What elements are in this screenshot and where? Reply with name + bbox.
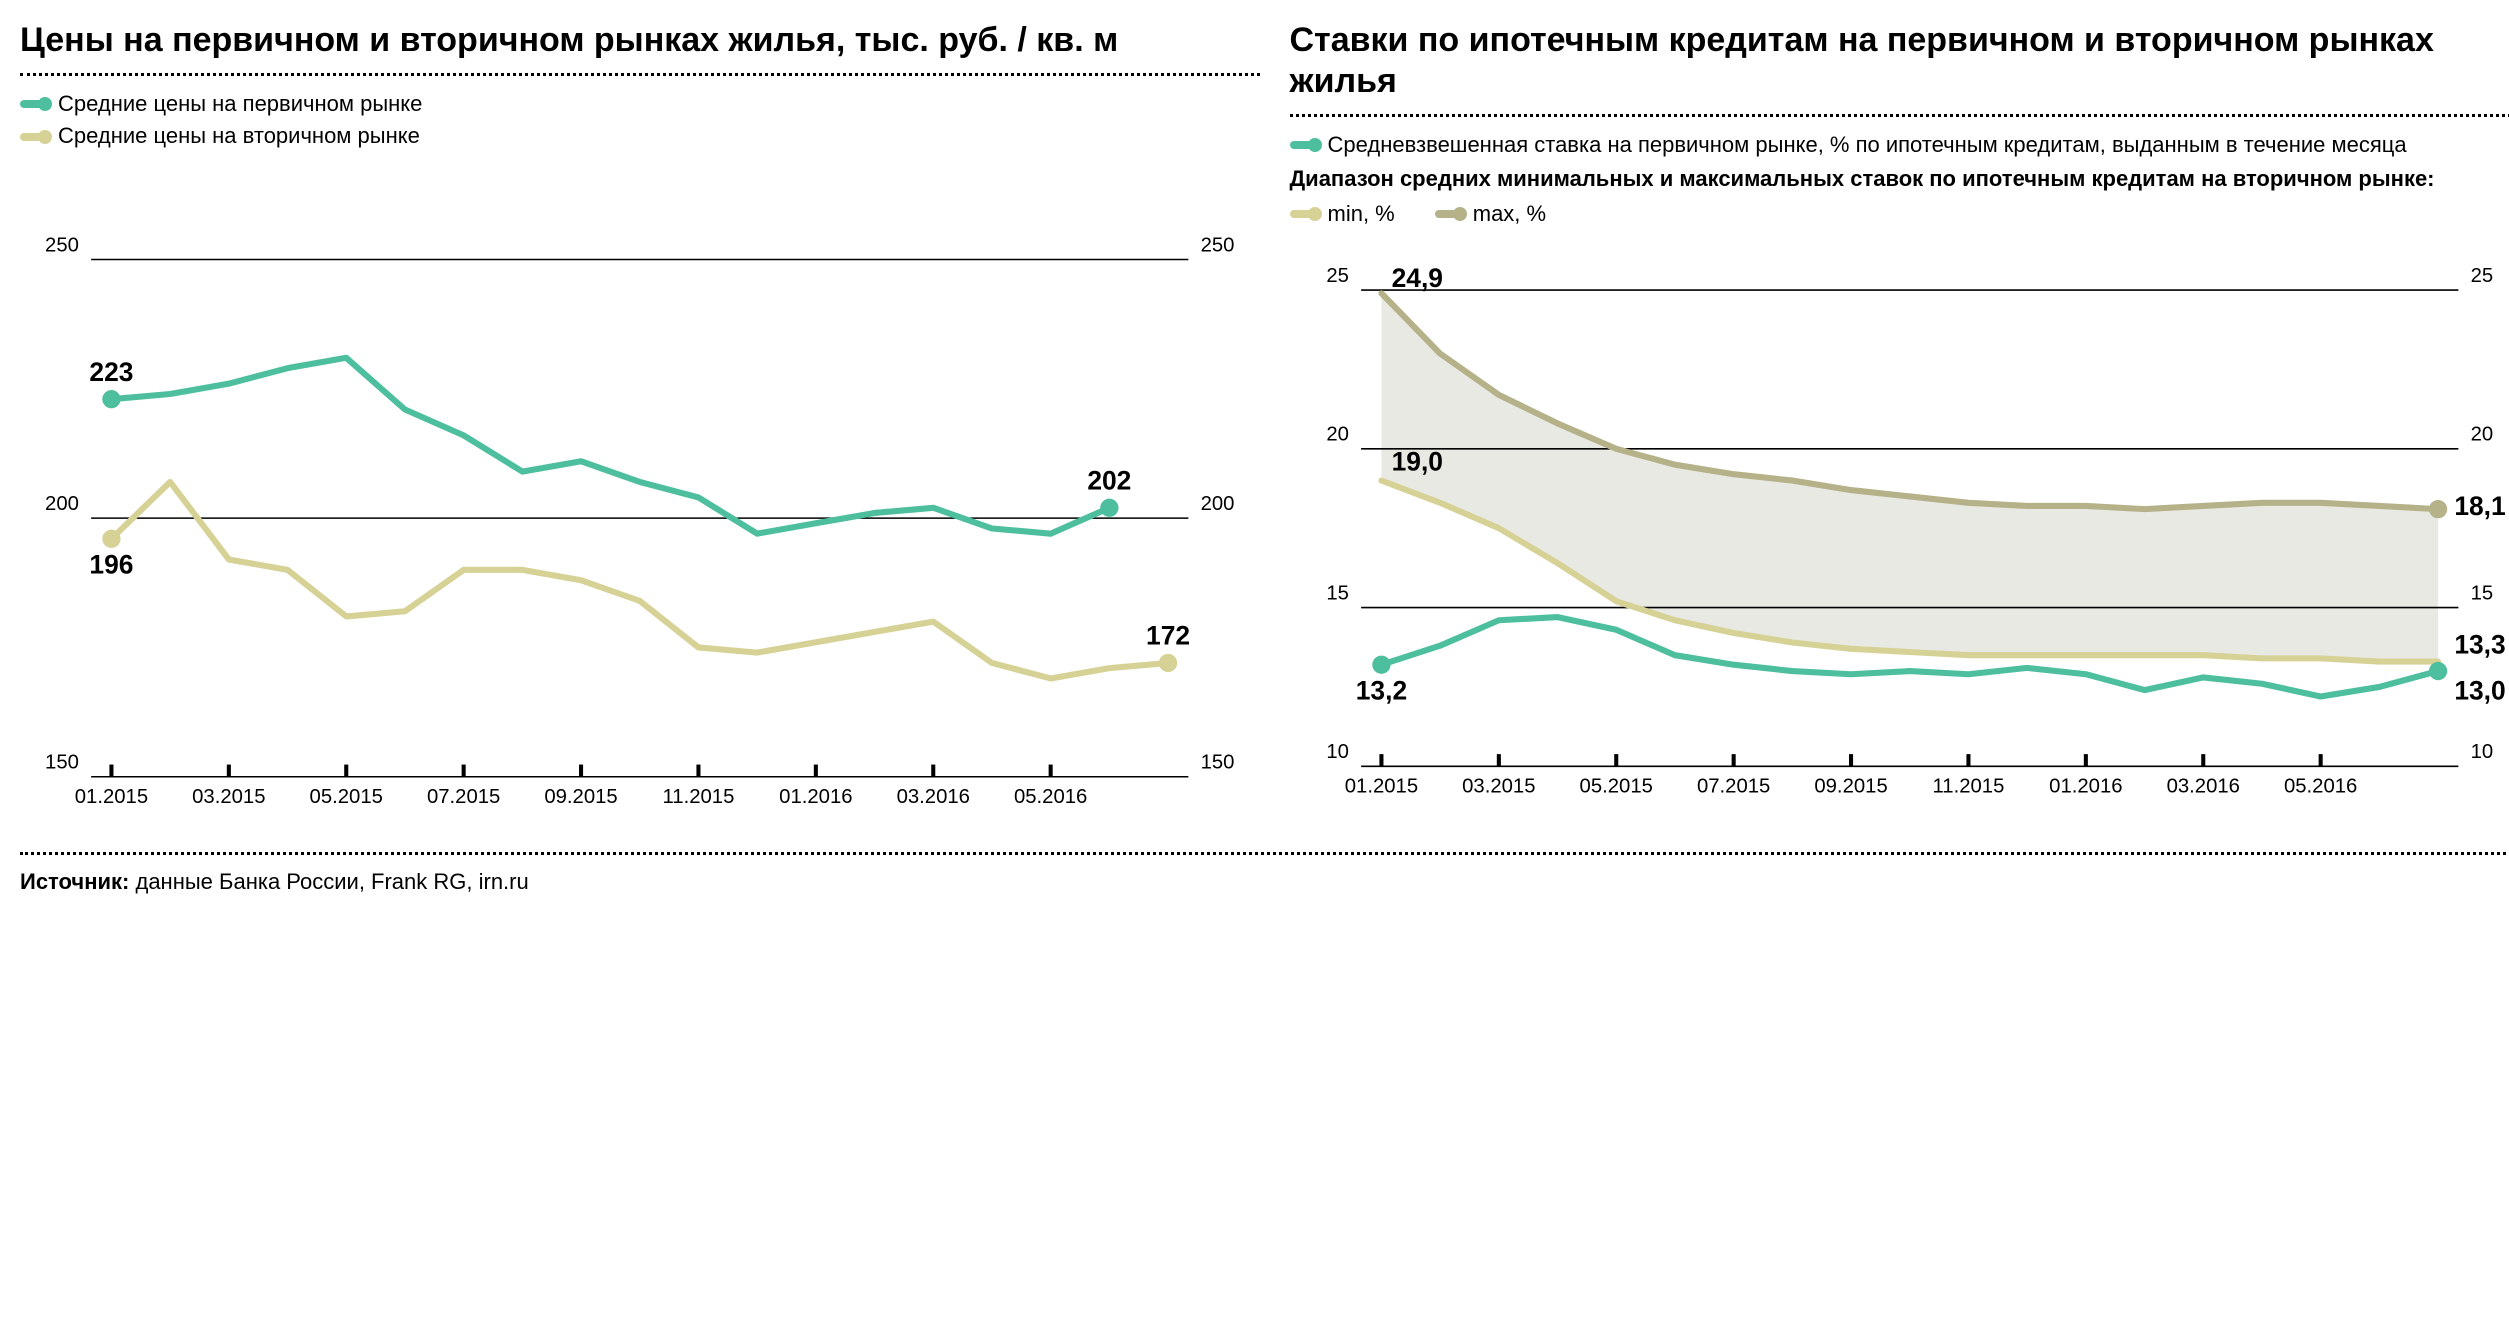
svg-text:03.2016: 03.2016	[2166, 776, 2239, 798]
svg-text:15: 15	[2470, 583, 2493, 605]
svg-text:250: 250	[1201, 234, 1235, 256]
source-line: Источник: данные Банка России, Frank RG,…	[20, 869, 2489, 895]
svg-text:223: 223	[89, 357, 133, 387]
left-chart: 150 150 200 200 250 250 01.2015 03.2015 05.2015 0…	[20, 157, 1260, 828]
legend-item-secondary: Средние цены на вторичном рынке	[20, 122, 1260, 151]
svg-text:196: 196	[89, 549, 133, 579]
svg-text:250: 250	[45, 234, 79, 256]
legend-subheading: Диапазон средних минимальных и максималь…	[1290, 165, 2509, 194]
svg-text:11.2015: 11.2015	[1932, 776, 2004, 798]
svg-text:03.2015: 03.2015	[1462, 776, 1535, 798]
svg-text:10: 10	[1326, 742, 1349, 764]
right-chart-svg: 10 10 15 15 20 20 25 25 01.2015 03.2015 05.2015 07.…	[1290, 238, 2509, 817]
svg-text:01.2016: 01.2016	[779, 786, 852, 808]
svg-text:200: 200	[45, 493, 79, 515]
swatch-teal	[20, 100, 48, 108]
left-panel: Цены на первичном и вторичном рынках жил…	[20, 20, 1260, 828]
svg-text:13,0: 13,0	[2454, 676, 2505, 706]
swatch-olive	[1290, 210, 1318, 218]
svg-text:172: 172	[1146, 621, 1190, 651]
svg-text:03.2015: 03.2015	[192, 786, 265, 808]
legend-label: max, %	[1473, 200, 1546, 229]
svg-text:25: 25	[1326, 265, 1349, 287]
source-text: данные Банка России, Frank RG, irn.ru	[135, 869, 528, 894]
svg-text:09.2015: 09.2015	[1814, 776, 1887, 798]
svg-text:11.2015: 11.2015	[663, 786, 735, 808]
right-chart: 10 10 15 15 20 20 25 25 01.2015 03.2015 05.2015 07.…	[1290, 238, 2509, 817]
svg-text:01.2015: 01.2015	[75, 786, 148, 808]
svg-text:24,9: 24,9	[1391, 264, 1442, 294]
left-chart-svg: 150 150 200 200 250 250 01.2015 03.2015 05.2015 0…	[20, 157, 1260, 828]
svg-text:20: 20	[2470, 424, 2493, 446]
svg-text:13,2: 13,2	[1355, 676, 1406, 706]
legend-item-primary: Средние цены на первичном рынке	[20, 90, 1260, 119]
svg-text:200: 200	[1201, 493, 1235, 515]
svg-text:202: 202	[1087, 465, 1131, 495]
svg-text:03.2016: 03.2016	[897, 786, 970, 808]
svg-text:05.2015: 05.2015	[1579, 776, 1652, 798]
svg-text:01.2015: 01.2015	[1344, 776, 1417, 798]
svg-text:25: 25	[2470, 265, 2493, 287]
svg-text:07.2015: 07.2015	[1696, 776, 1769, 798]
right-legend: Средневзвешенная ставка на первичном рын…	[1290, 131, 2509, 233]
svg-text:150: 150	[1201, 752, 1235, 774]
legend-label: Средние цены на вторичном рынке	[58, 122, 420, 151]
swatch-gray-olive	[1435, 210, 1463, 218]
source-label: Источник:	[20, 869, 129, 894]
legend-item-rate: Средневзвешенная ставка на первичном рын…	[1290, 131, 2509, 160]
legend-minmax-row: min, % max, %	[1290, 200, 2509, 233]
svg-text:05.2015: 05.2015	[310, 786, 383, 808]
legend-item-min: min, %	[1290, 200, 1395, 229]
svg-text:150: 150	[45, 752, 79, 774]
left-chart-title: Цены на первичном и вторичном рынках жил…	[20, 20, 1260, 61]
svg-text:05.2016: 05.2016	[2283, 776, 2356, 798]
divider	[20, 73, 1260, 76]
svg-text:19,0: 19,0	[1391, 447, 1442, 477]
left-legend: Средние цены на первичном рынке Средние …	[20, 90, 1260, 151]
svg-text:01.2016: 01.2016	[2049, 776, 2122, 798]
legend-item-max: max, %	[1435, 200, 1546, 229]
legend-label: Средние цены на первичном рынке	[58, 90, 422, 119]
swatch-teal	[1290, 141, 1318, 149]
divider	[1290, 114, 2509, 117]
svg-text:09.2015: 09.2015	[544, 786, 617, 808]
charts-container: Цены на первичном и вторичном рынках жил…	[20, 20, 2509, 828]
svg-text:05.2016: 05.2016	[1014, 786, 1087, 808]
swatch-olive	[20, 133, 48, 141]
footer-divider	[20, 852, 2509, 855]
svg-text:10: 10	[2470, 742, 2493, 764]
svg-text:20: 20	[1326, 424, 1349, 446]
right-chart-title: Ставки по ипотечным кредитам на первично…	[1290, 20, 2509, 102]
legend-label: Средневзвешенная ставка на первичном рын…	[1328, 131, 2407, 160]
svg-text:07.2015: 07.2015	[427, 786, 500, 808]
svg-text:13,3: 13,3	[2454, 630, 2505, 660]
legend-label: min, %	[1328, 200, 1395, 229]
svg-text:18,1: 18,1	[2454, 492, 2505, 522]
svg-text:15: 15	[1326, 583, 1349, 605]
right-panel: Ставки по ипотечным кредитам на первично…	[1290, 20, 2509, 828]
